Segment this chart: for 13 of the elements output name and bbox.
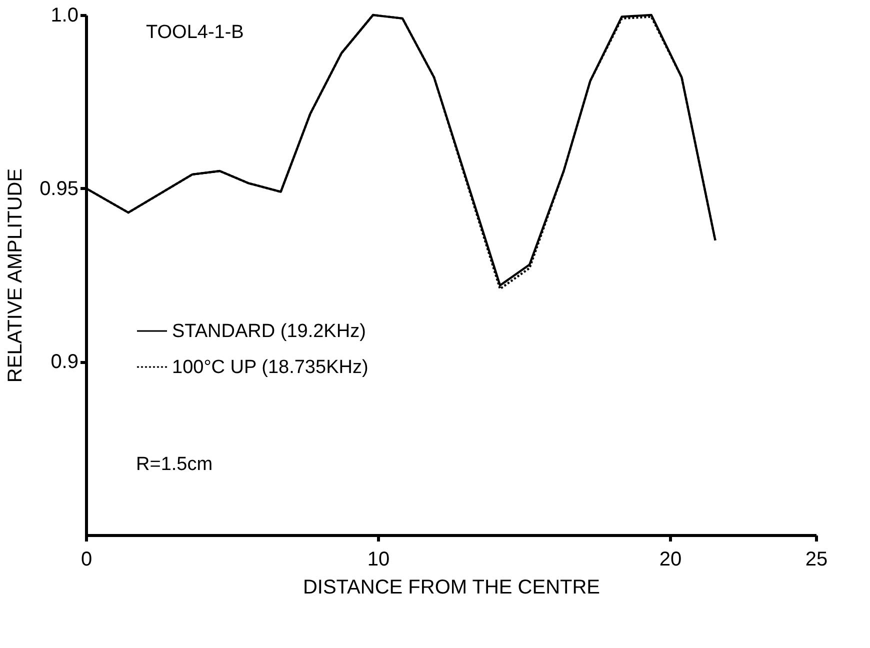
x-tick-label: 25 xyxy=(805,548,828,570)
x-tick-label: 0 xyxy=(80,548,92,570)
annotation: TOOL4-1-B xyxy=(146,22,244,43)
y-tick-label: 0.9 xyxy=(50,351,78,374)
annotation: R=1.5cm xyxy=(136,454,213,475)
legend-label: STANDARD (19.2KHz) xyxy=(172,321,366,342)
y-axis-title: RELATIVE AMPLITUDE xyxy=(4,168,27,383)
x-tick-label: 20 xyxy=(659,548,682,570)
legend-label: 100°C UP (18.735KHz) xyxy=(172,357,368,378)
y-tick-label: 0.95 xyxy=(40,178,78,200)
x-tick-label: 10 xyxy=(367,548,390,570)
y-tick-label: 1.0 xyxy=(50,4,78,26)
x-axis-title: DISTANCE FROM THE CENTRE xyxy=(302,576,600,598)
